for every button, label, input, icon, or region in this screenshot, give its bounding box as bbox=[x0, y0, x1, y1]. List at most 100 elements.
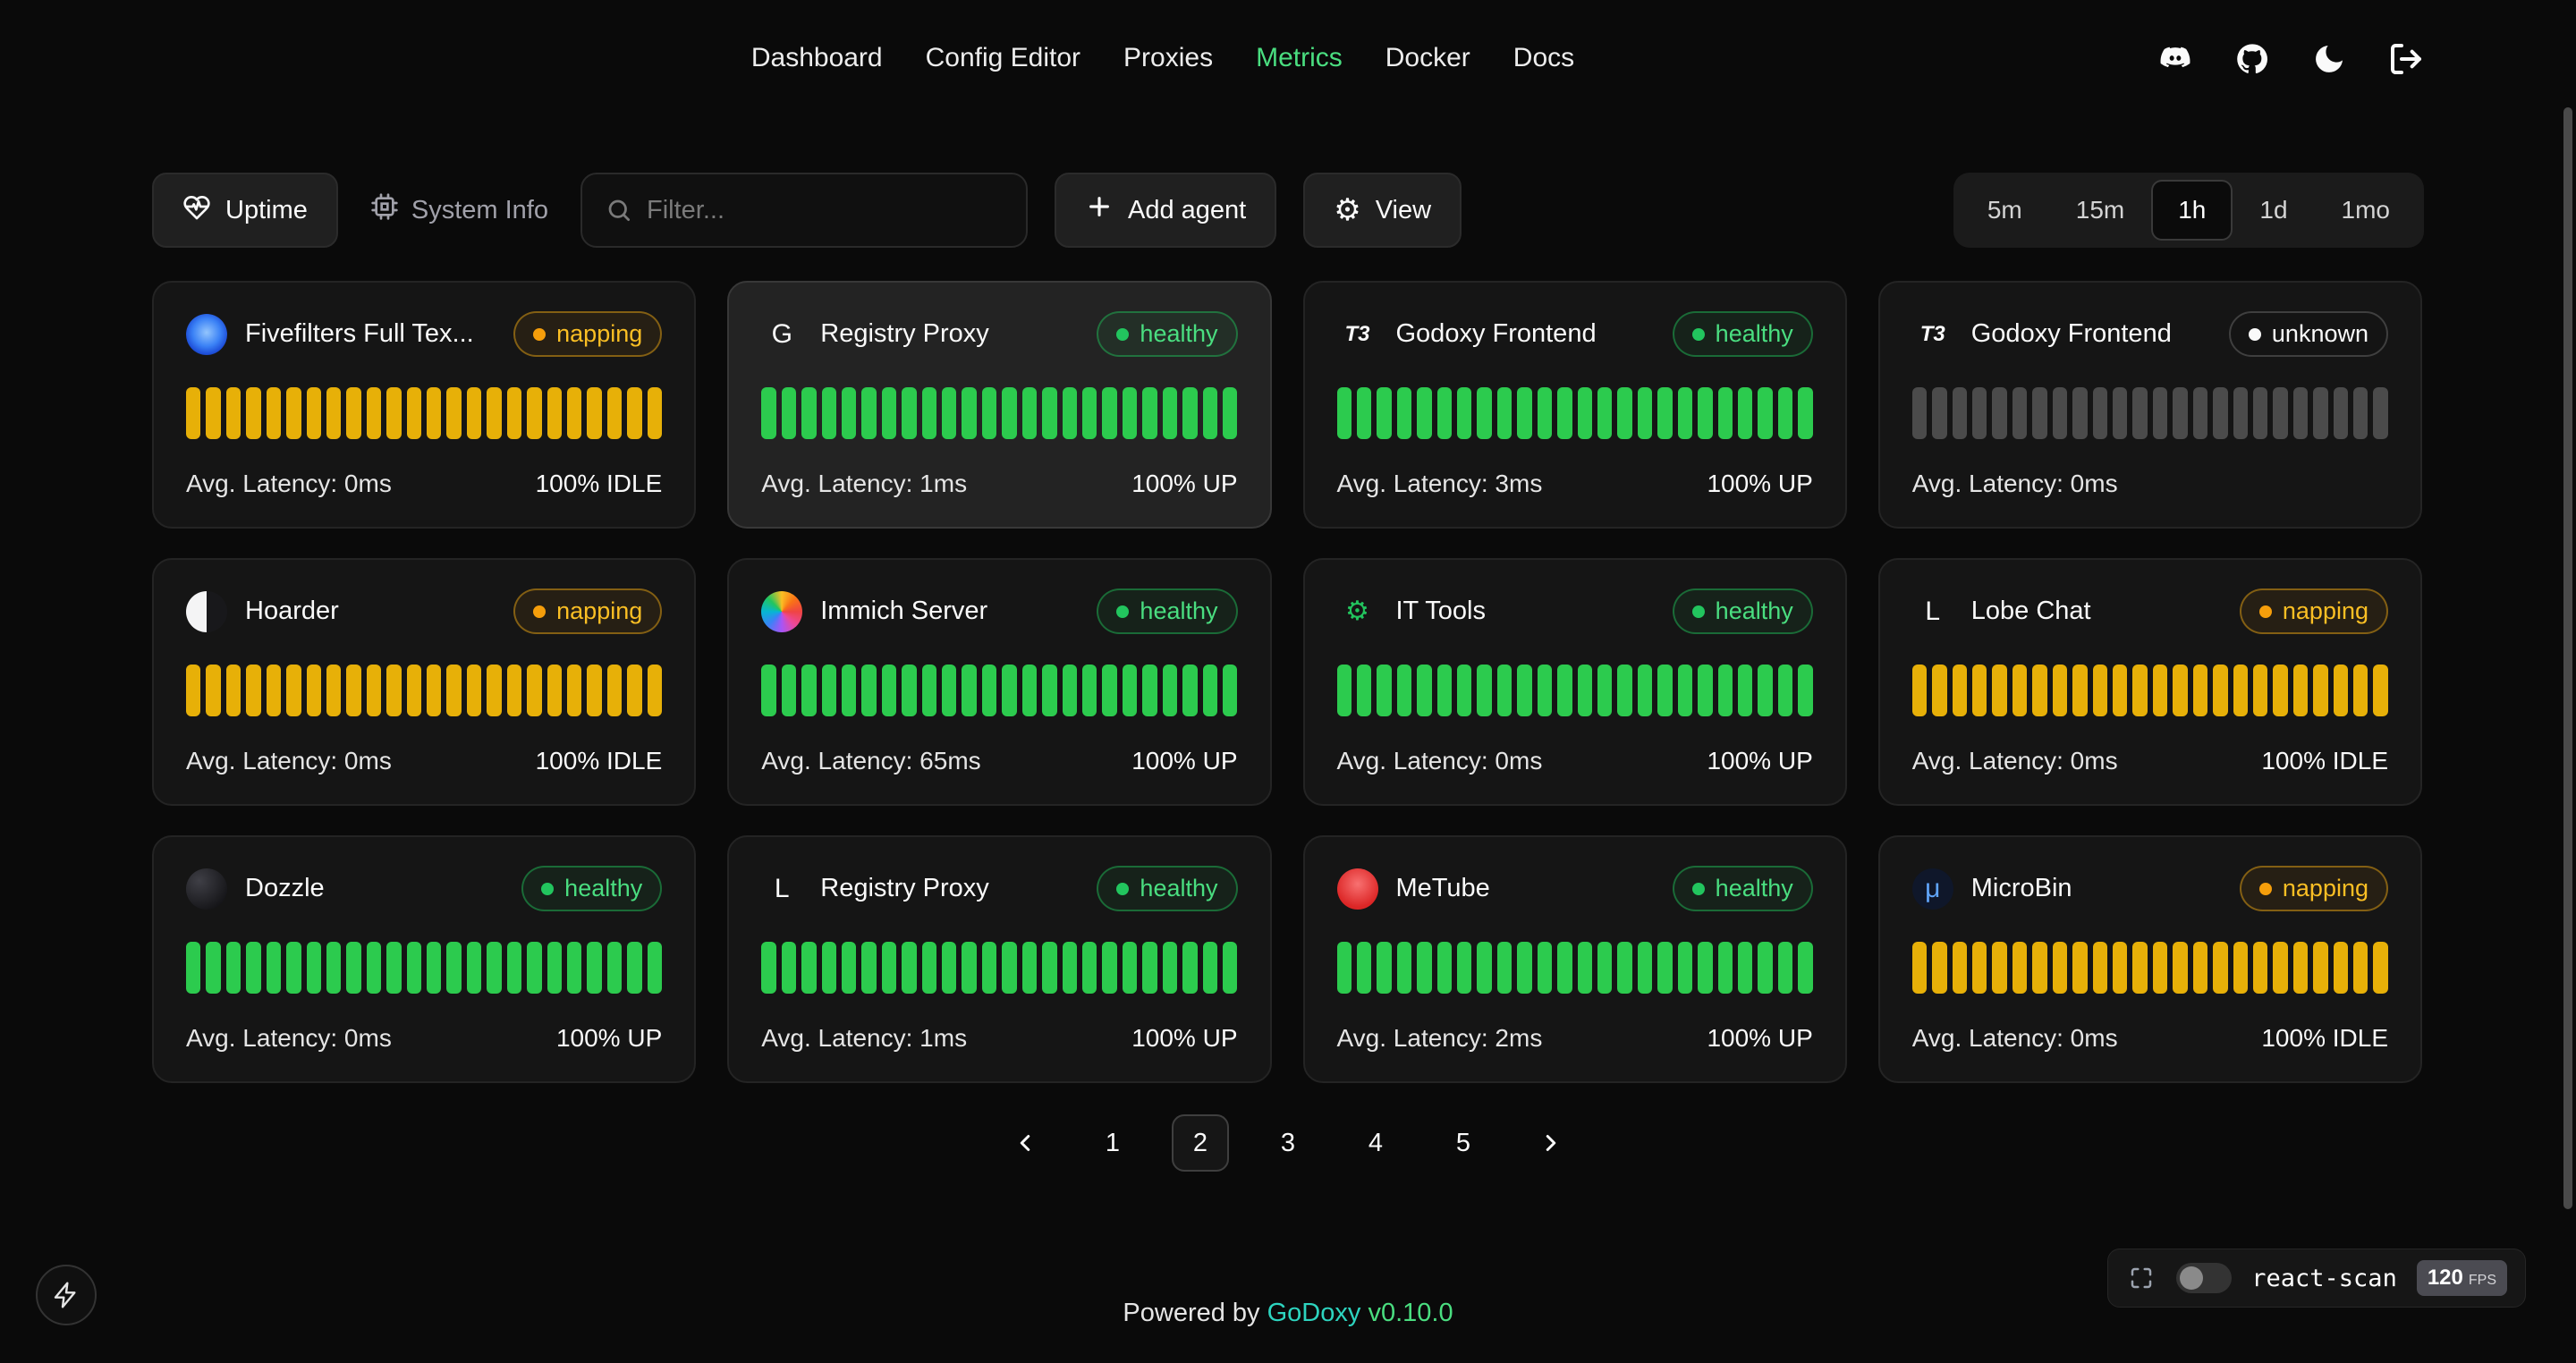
zap-button[interactable] bbox=[36, 1265, 97, 1325]
service-card[interactable]: T3 Godoxy Frontend healthy Avg. Latency:… bbox=[1302, 281, 1847, 529]
version-text: v0.10.0 bbox=[1368, 1299, 1453, 1327]
react-scan-toggle[interactable] bbox=[2176, 1263, 2233, 1293]
nav-item-config-editor[interactable]: Config Editor bbox=[925, 43, 1081, 72]
uptime-bar bbox=[2333, 665, 2349, 716]
uptime-bar bbox=[1202, 665, 1217, 716]
uptime-bar bbox=[2313, 942, 2328, 994]
time-range-1mo[interactable]: 1mo bbox=[2341, 196, 2390, 224]
uptime-bar bbox=[2273, 942, 2288, 994]
uptime-bar bbox=[2252, 665, 2268, 716]
uptime-bar bbox=[1122, 942, 1138, 994]
uptime-bar bbox=[1122, 387, 1138, 439]
uptime-bar bbox=[1457, 665, 1472, 716]
uptime-bar bbox=[1717, 665, 1733, 716]
latency-text: Avg. Latency: 0ms bbox=[1336, 747, 1543, 775]
add-agent-button[interactable]: Add agent bbox=[1054, 173, 1277, 248]
uptime-bar bbox=[2132, 665, 2148, 716]
uptime-bar bbox=[1737, 942, 1753, 994]
godoxy-link[interactable]: GoDoxy bbox=[1267, 1299, 1361, 1327]
uptime-bar bbox=[2012, 942, 2028, 994]
uptime-bar bbox=[921, 665, 937, 716]
uptime-bar bbox=[761, 942, 776, 994]
nav-item-docs[interactable]: Docs bbox=[1513, 43, 1575, 72]
uptime-bar bbox=[2052, 942, 2068, 994]
inspect-icon[interactable] bbox=[2126, 1263, 2157, 1293]
uptime-bar bbox=[2273, 665, 2288, 716]
uptime-text: 100% UP bbox=[1707, 1024, 1813, 1052]
uptime-bar bbox=[225, 942, 242, 994]
nav-item-proxies[interactable]: Proxies bbox=[1123, 43, 1214, 72]
github-icon[interactable] bbox=[2233, 39, 2272, 79]
service-name: Dozzle bbox=[245, 874, 325, 902]
prev-page-button[interactable] bbox=[996, 1114, 1054, 1172]
view-button[interactable]: ⚙ View bbox=[1303, 173, 1462, 248]
uptime-text: 100% UP bbox=[1707, 470, 1813, 497]
uptime-bar bbox=[2152, 665, 2168, 716]
dozzle-icon bbox=[186, 868, 227, 910]
page-1-button[interactable]: 1 bbox=[1105, 1128, 1121, 1157]
uptime-bar bbox=[2292, 942, 2309, 994]
service-card[interactable]: L Registry Proxy healthy Avg. Latency: 1… bbox=[727, 835, 1272, 1083]
uptime-bar bbox=[1972, 387, 1987, 439]
uptime-bar bbox=[1042, 665, 1057, 716]
page-5-button[interactable]: 5 bbox=[1455, 1128, 1471, 1157]
nav-item-dashboard[interactable]: Dashboard bbox=[750, 43, 883, 72]
status-label: healthy bbox=[1140, 875, 1218, 902]
uptime-tab[interactable]: Uptime bbox=[152, 173, 338, 248]
nav-item-docker[interactable]: Docker bbox=[1385, 43, 1470, 72]
uptime-bar bbox=[841, 387, 857, 439]
uptime-bar bbox=[1062, 942, 1077, 994]
page-3-button[interactable]: 3 bbox=[1280, 1128, 1296, 1157]
uptime-bar bbox=[2192, 387, 2208, 439]
page-4-button[interactable]: 4 bbox=[1368, 1128, 1384, 1157]
dark-mode-icon[interactable] bbox=[2309, 39, 2349, 79]
service-card[interactable]: Fivefilters Full Tex... napping Avg. Lat… bbox=[152, 281, 697, 529]
status-label: healthy bbox=[1715, 597, 1793, 624]
uptime-bar bbox=[1082, 665, 1097, 716]
services-grid: Fivefilters Full Tex... napping Avg. Lat… bbox=[152, 281, 2422, 1083]
next-page-button[interactable] bbox=[1522, 1114, 1580, 1172]
uptime-bar bbox=[547, 665, 563, 716]
nav-icon-group bbox=[2156, 39, 2426, 79]
uptime-bar bbox=[2373, 665, 2388, 716]
page-2-button[interactable]: 2 bbox=[1172, 1114, 1229, 1172]
uptime-bar bbox=[466, 387, 482, 439]
uptime-bar bbox=[1222, 665, 1238, 716]
time-range-15m[interactable]: 15m bbox=[2075, 196, 2125, 224]
time-range-1h[interactable]: 1h bbox=[2151, 180, 2233, 241]
service-card[interactable]: μ MicroBin napping Avg. Latency: 0ms 100… bbox=[1877, 835, 2422, 1083]
service-card[interactable]: T3 Godoxy Frontend unknown Avg. Latency:… bbox=[1877, 281, 2422, 529]
time-range-1d[interactable]: 1d bbox=[2259, 196, 2288, 224]
uptime-bar bbox=[1122, 665, 1138, 716]
uptime-bar bbox=[2132, 942, 2148, 994]
uptime-bar bbox=[1637, 387, 1653, 439]
filter-input[interactable] bbox=[646, 195, 1003, 225]
service-card[interactable]: MeTube healthy Avg. Latency: 2ms 100% UP bbox=[1302, 835, 1847, 1083]
service-card[interactable]: Hoarder napping Avg. Latency: 0ms 100% I… bbox=[152, 558, 697, 806]
uptime-bar bbox=[1517, 387, 1532, 439]
uptime-bar bbox=[2353, 387, 2368, 439]
uptime-bar bbox=[386, 942, 402, 994]
uptime-bar bbox=[487, 387, 502, 439]
nav-item-metrics[interactable]: Metrics bbox=[1256, 43, 1343, 72]
uptime-bar bbox=[2373, 942, 2388, 994]
service-card[interactable]: Dozzle healthy Avg. Latency: 0ms 100% UP bbox=[152, 835, 697, 1083]
scrollbar-thumb[interactable] bbox=[2563, 107, 2572, 1209]
uptime-bar bbox=[606, 387, 623, 439]
system-info-tab[interactable]: System Info bbox=[365, 192, 554, 228]
uptime-bar bbox=[2273, 387, 2288, 439]
uptime-bar bbox=[962, 942, 977, 994]
service-card[interactable]: ⚙ IT Tools healthy Avg. Latency: 0ms 100… bbox=[1302, 558, 1847, 806]
service-card[interactable]: L Lobe Chat napping Avg. Latency: 0ms 10… bbox=[1877, 558, 2422, 806]
discord-icon[interactable] bbox=[2156, 39, 2195, 79]
service-card[interactable]: Immich Server healthy Avg. Latency: 65ms… bbox=[727, 558, 1272, 806]
uptime-bar bbox=[1932, 942, 1947, 994]
uptime-bar bbox=[2032, 665, 2047, 716]
uptime-bar bbox=[627, 387, 642, 439]
uptime-bar bbox=[1417, 942, 1432, 994]
uptime-bar bbox=[1677, 942, 1693, 994]
uptime-bar bbox=[1102, 665, 1117, 716]
time-range-5m[interactable]: 5m bbox=[1987, 196, 2022, 224]
service-card[interactable]: G Registry Proxy healthy Avg. Latency: 1… bbox=[727, 281, 1272, 529]
logout-icon[interactable] bbox=[2386, 39, 2426, 79]
